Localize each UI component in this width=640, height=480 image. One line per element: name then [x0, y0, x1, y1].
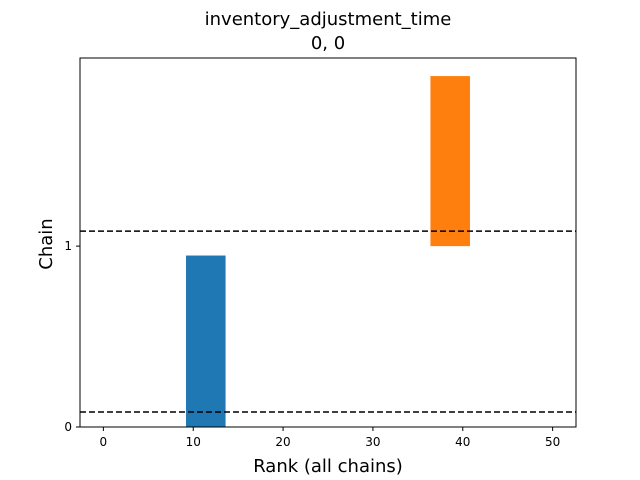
reference-lines-group — [80, 230, 576, 413]
plot-frame — [79, 57, 577, 428]
x-tick-label: 50 — [545, 435, 560, 449]
x-ticks-group: 0 10 20 30 40 50 — [100, 427, 560, 449]
x-tick-label: 20 — [275, 435, 290, 449]
y-tick-label: 1 — [64, 239, 72, 253]
x-tick-label: 0 — [100, 435, 108, 449]
bar-chain-1 — [430, 76, 470, 247]
x-tick-label: 10 — [186, 435, 201, 449]
bars-group — [186, 76, 470, 427]
x-tick-label: 40 — [455, 435, 470, 449]
bar-chain-0 — [186, 255, 226, 427]
y-axis-label: Chain — [36, 218, 57, 269]
chart-title: inventory_adjustment_time — [205, 9, 452, 30]
chart-subtitle: 0, 0 — [311, 33, 345, 54]
x-axis-label: Rank (all chains) — [253, 456, 403, 477]
y-tick-label: 0 — [64, 420, 72, 434]
y-ticks-group: 01 — [64, 239, 80, 434]
x-tick-label: 30 — [365, 435, 380, 449]
